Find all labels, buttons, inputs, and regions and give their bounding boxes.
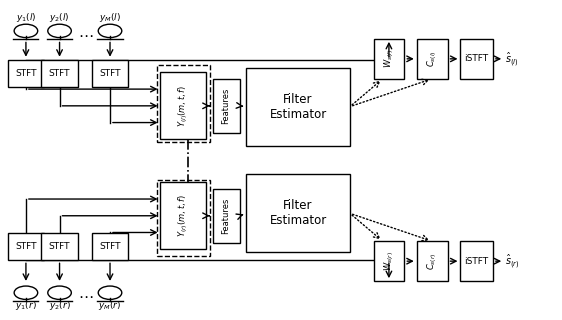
Text: $Y_{(r)}(m,t,f)$: $Y_{(r)}(m,t,f)$ (176, 194, 191, 237)
Bar (374, 241, 404, 281)
Text: $y_2(r)$: $y_2(r)$ (49, 299, 70, 312)
Text: $\cdots$: $\cdots$ (78, 27, 94, 42)
Text: $y_2(l)$: $y_2(l)$ (49, 11, 70, 24)
Bar (374, 39, 404, 79)
Text: $W_{s(l)}$: $W_{s(l)}$ (382, 49, 396, 68)
Text: Features: Features (221, 88, 230, 124)
Text: Filter
Estimator: Filter Estimator (269, 92, 327, 121)
Bar (42, 233, 78, 260)
Text: iSTFT: iSTFT (465, 257, 489, 266)
Text: $y_M(r)$: $y_M(r)$ (98, 299, 121, 312)
Bar (92, 60, 128, 87)
Bar (157, 65, 210, 142)
Bar (161, 182, 206, 249)
Bar (161, 72, 206, 139)
Bar (416, 39, 447, 79)
Bar (212, 79, 239, 133)
Text: $W_{s(r)}$: $W_{s(r)}$ (382, 251, 396, 271)
Bar (8, 233, 44, 260)
Bar (246, 174, 350, 252)
Bar (212, 189, 239, 243)
Text: $y_1(l)$: $y_1(l)$ (16, 11, 36, 24)
Text: iSTFT: iSTFT (465, 54, 489, 63)
Bar (460, 39, 493, 79)
Text: $y_1(r)$: $y_1(r)$ (15, 299, 37, 312)
Text: STFT: STFT (15, 242, 37, 251)
Bar (92, 233, 128, 260)
Text: $C_{s(l)}$: $C_{s(l)}$ (425, 51, 439, 67)
Text: STFT: STFT (15, 69, 37, 78)
Text: STFT: STFT (49, 242, 70, 251)
Text: $\hat{s}_{(r)}$: $\hat{s}_{(r)}$ (505, 252, 520, 270)
Text: STFT: STFT (99, 69, 121, 78)
Text: STFT: STFT (99, 242, 121, 251)
Bar (8, 60, 44, 87)
Text: $\hat{s}_{(l)}$: $\hat{s}_{(l)}$ (505, 50, 519, 68)
Text: Filter
Estimator: Filter Estimator (269, 199, 327, 228)
Text: $y_M(l)$: $y_M(l)$ (99, 11, 121, 24)
Text: $\cdots$: $\cdots$ (78, 288, 94, 303)
Bar (157, 180, 210, 256)
Bar (42, 60, 78, 87)
Bar (460, 241, 493, 281)
Text: STFT: STFT (49, 69, 70, 78)
Text: $Y_{(l)}(m,t,f)$: $Y_{(l)}(m,t,f)$ (176, 85, 191, 127)
Bar (246, 68, 350, 146)
Text: $C_{s(r)}$: $C_{s(r)}$ (425, 252, 439, 270)
Text: Features: Features (221, 197, 230, 234)
Bar (416, 241, 447, 281)
